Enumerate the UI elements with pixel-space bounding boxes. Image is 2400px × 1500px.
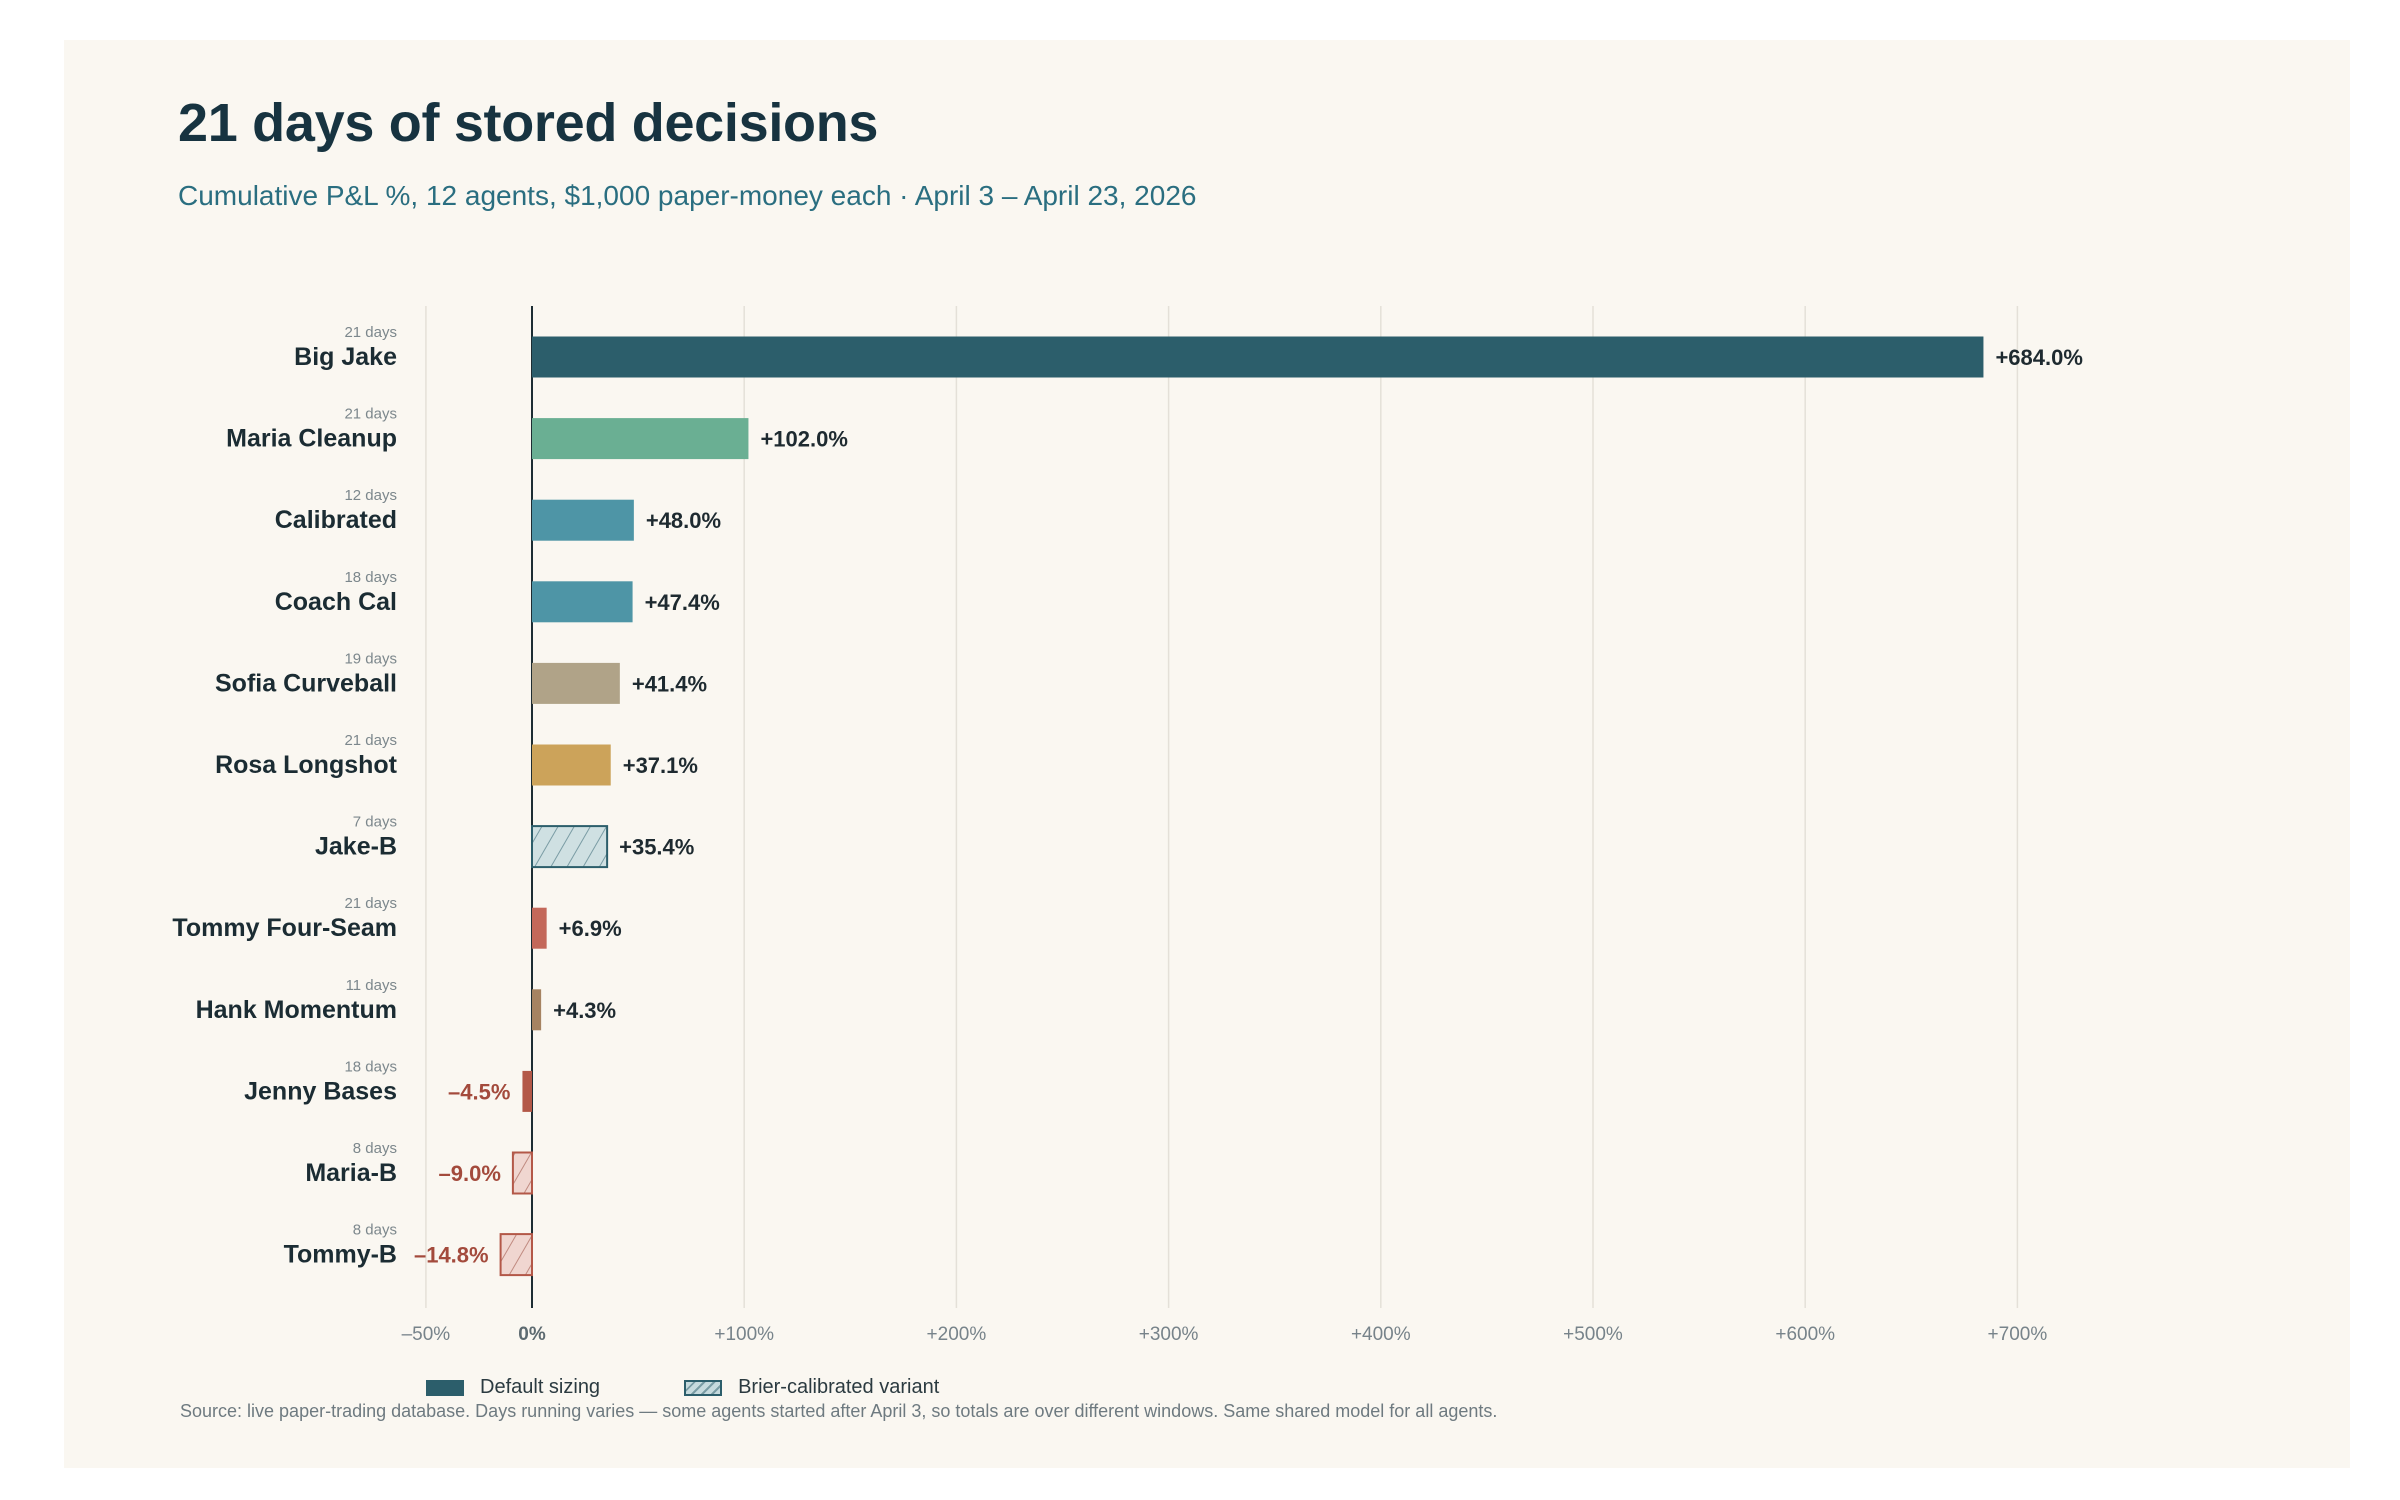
bar-days-label: 18 days <box>344 569 397 586</box>
bar-days-label: 11 days <box>346 977 397 994</box>
bar-jake-b <box>531 825 609 869</box>
bar-value-label: +37.1% <box>623 753 698 778</box>
bar-category-label: Big Jake <box>294 343 397 371</box>
legend-item-default: Default sizing <box>426 1376 600 1399</box>
bar-value-label: +47.4% <box>645 590 720 615</box>
x-tick-label: +500% <box>1563 1324 1623 1345</box>
bar-category-label: Hank Momentum <box>196 996 397 1024</box>
bar-category-label: Maria-B <box>305 1159 397 1187</box>
x-tick-label: +300% <box>1139 1324 1199 1345</box>
bar-category-label: Tommy Four-Seam <box>172 914 397 942</box>
bar-days-label: 12 days <box>344 487 397 504</box>
chart-subtitle: Cumulative P&L %, 12 agents, $1,000 pape… <box>178 180 1197 211</box>
bar-days-label: 21 days <box>344 732 397 749</box>
legend-label-default: Default sizing <box>480 1376 601 1398</box>
bar-jenny-bases <box>522 1070 532 1112</box>
source-footnote: Source: live paper-trading database. Day… <box>180 1401 1498 1421</box>
bar-rosa-longshot <box>532 744 611 786</box>
legend-swatch-default <box>426 1379 464 1396</box>
grid-lines <box>425 306 2019 1308</box>
x-tick-label: +200% <box>927 1324 987 1345</box>
x-tick-label: +400% <box>1351 1324 1411 1345</box>
bar-value-label: +6.9% <box>559 916 622 941</box>
bar-sofia-curveball <box>532 662 620 704</box>
x-tick-label: –50% <box>402 1324 451 1345</box>
bar-value-label: –9.0% <box>439 1161 501 1186</box>
x-axis-ticks: –50% 0% +100% +200% +300% +400% +500% +600% +700… <box>402 1324 2048 1345</box>
bar-value-label: –4.5% <box>448 1079 510 1104</box>
bar-maria-b <box>511 1151 533 1195</box>
bar-value-label: +102.0% <box>760 427 847 452</box>
legend-label-variant: Brier-calibrated variant <box>738 1376 940 1398</box>
bar-category-label: Jake-B <box>315 833 397 861</box>
x-tick-label: +700% <box>1988 1324 2048 1345</box>
bar-value-label: +41.4% <box>632 671 707 696</box>
bar-days-label: 21 days <box>344 324 397 341</box>
x-tick-label: +600% <box>1775 1324 1835 1345</box>
bar-days-label: 21 days <box>344 406 397 423</box>
chart-title: 21 days of stored decisions <box>178 93 879 153</box>
bar-category-label: Coach Cal <box>275 588 397 616</box>
bar-big-jake <box>532 336 1984 378</box>
bar-category-label: Sofia Curveball <box>215 669 397 697</box>
bar-hank-momentum <box>532 989 542 1031</box>
bar-value-label: +48.0% <box>646 508 721 533</box>
bar-category-label: Calibrated <box>275 506 397 534</box>
bar-value-label: +684.0% <box>1995 345 2082 370</box>
bar-value-label: +35.4% <box>619 835 694 860</box>
bar-category-label: Jenny Bases <box>244 1077 397 1105</box>
bar-value-label: –14.8% <box>414 1243 489 1268</box>
bar-maria-cleanup <box>532 418 749 460</box>
bar-days-label: 21 days <box>344 895 397 912</box>
bars <box>499 336 1984 1277</box>
x-tick-label: +100% <box>714 1324 774 1345</box>
x-tick-label: 0% <box>518 1324 546 1345</box>
bar-coach-cal <box>532 581 633 623</box>
legend: Default sizing Brier-calibrated variant <box>426 1376 1023 1399</box>
bar-value-label: +4.3% <box>553 998 616 1023</box>
bar-tommy-four-seam <box>532 907 547 949</box>
bar-days-label: 8 days <box>353 1140 397 1157</box>
legend-item-variant: Brier-calibrated variant <box>684 1376 939 1399</box>
bar-days-label: 19 days <box>344 650 397 667</box>
bar-days-label: 18 days <box>344 1058 397 1075</box>
bar-calibrated <box>532 499 634 541</box>
bar-days-label: 7 days <box>353 814 397 831</box>
bar-tommy-b <box>499 1233 533 1277</box>
legend-swatch-variant <box>684 1379 723 1396</box>
bar-category-label: Tommy-B <box>284 1241 397 1269</box>
bar-category-label: Maria Cleanup <box>226 425 397 453</box>
bar-category-label: Rosa Longshot <box>215 751 398 779</box>
chart-card <box>64 40 2350 1468</box>
labels: 21 days Big Jake +684.0% 21 days Maria Clean… <box>172 324 2082 1269</box>
bar-days-label: 8 days <box>353 1222 397 1239</box>
